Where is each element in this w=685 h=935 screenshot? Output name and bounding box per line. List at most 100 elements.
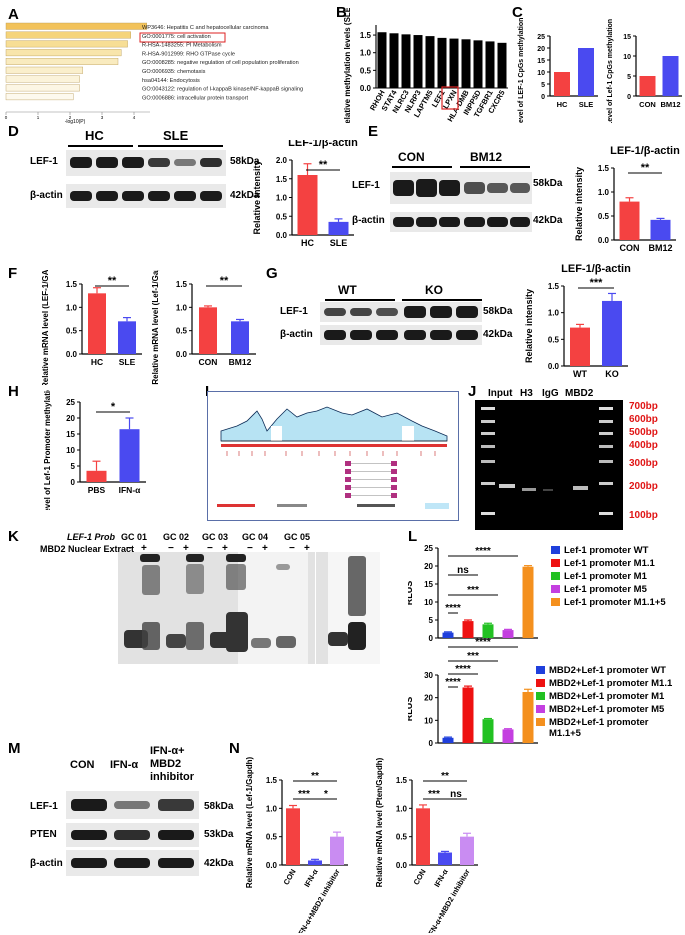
- enrichment-term-5: GO:0006935: chemotaxis: [142, 69, 206, 75]
- panel-label-b: B: [336, 4, 347, 21]
- legend-swatch: [551, 598, 560, 606]
- y-tick-label: 5: [71, 462, 76, 471]
- enrichment-term-2: R-HSA-1483255: PI Metabolism: [142, 43, 222, 49]
- legend-swatch: [551, 559, 560, 567]
- group-wt-label: WT: [338, 283, 357, 297]
- y-tick-label: 0.5: [276, 212, 288, 221]
- y-tick-label: 0.5: [360, 66, 372, 75]
- y-axis-label: Relative mRNA level (LEF-1/GAPDH): [41, 270, 50, 385]
- size-42-label: 42kDa: [204, 858, 234, 869]
- y-tick-label: 1.0: [396, 804, 408, 813]
- minus-sign: −: [289, 543, 295, 554]
- bar-l-bottom-2: [482, 719, 494, 743]
- highlight-box: [139, 32, 226, 43]
- lef1-blot: [320, 302, 482, 322]
- enrichment-term-8: GO:0006886: intracellular protein transp…: [142, 95, 248, 101]
- primer-marker: [345, 469, 351, 474]
- y-tick-label: 10: [537, 70, 545, 77]
- row-lef1-label: LEF-1: [30, 801, 58, 812]
- significance-label: **: [311, 771, 319, 782]
- size-42-label: 42kDa: [483, 329, 513, 340]
- bar-LEF1: [437, 37, 447, 88]
- legend-swatch: [536, 679, 545, 687]
- x-tick-label: 3: [101, 115, 104, 120]
- panel-label-d: D: [8, 123, 19, 140]
- y-tick-label: 1.0: [66, 303, 78, 312]
- x-tick-label: IFN-α+MBD2 inhibitor: [425, 867, 471, 933]
- panel-label-g: G: [266, 265, 278, 282]
- primer-marker: [391, 469, 397, 474]
- y-tick-label: 0.5: [266, 833, 278, 842]
- x-tick-label: BM12: [229, 357, 252, 367]
- size-42-label: 42kDa: [230, 190, 260, 201]
- significance-label: **: [220, 275, 229, 287]
- y-tick-label: 0.5: [548, 335, 560, 344]
- panel-g-chart: 0.0 0.5 1.0 1.5 Relative intensity LEF-1/β-ac…: [524, 263, 631, 379]
- y-tick-label: 1.0: [548, 309, 560, 318]
- x-tick-label: 0: [5, 115, 8, 120]
- probe-gc01: GC 01: [121, 532, 148, 542]
- y-tick-label: 0.0: [66, 350, 78, 359]
- y-tick-label: 1.5: [396, 776, 408, 785]
- minus-sign: −: [247, 543, 253, 554]
- size-53-label: 53kDa: [204, 829, 234, 840]
- y-tick-label: 25: [66, 398, 75, 407]
- significance-label: ***: [467, 585, 479, 596]
- y-tick-label: 0.0: [360, 84, 372, 93]
- bar-f-left-0: [88, 293, 106, 354]
- bar-l-top-1: [462, 621, 474, 638]
- y-tick-label: 5: [541, 82, 545, 89]
- significance-label: *: [324, 789, 328, 800]
- primer-marker: [345, 461, 351, 466]
- legend-label: MBD2+Lef-1 promoter M1.1: [549, 678, 673, 689]
- x-tick-label: IFN-α+MBD2 inhibitor: [295, 867, 341, 933]
- bar-l-top-2: [482, 624, 494, 638]
- legend-label: MBD2+Lef-1 promoter M1: [549, 691, 665, 702]
- significance-label: **: [319, 159, 328, 171]
- y-tick-label: 1.0: [276, 194, 288, 203]
- bar-n-left-2: [330, 836, 344, 865]
- size-700bp: 700bp: [629, 401, 658, 412]
- lane-input-label: Input: [488, 388, 513, 399]
- y-tick-label: 10: [424, 716, 433, 725]
- y-tick-label: 1.5: [66, 280, 78, 289]
- row-actin-label: β-actin: [280, 329, 313, 340]
- y-tick-label: 20: [66, 414, 75, 423]
- panel-l-charts: 0510152025RLUS****ns*******0102030RLUS**…: [408, 544, 673, 748]
- significance-label: ****: [475, 546, 491, 557]
- significance-label: ****: [445, 677, 461, 688]
- x-tick-label: IFN-α: [119, 485, 142, 495]
- bar-LPXN: [449, 38, 459, 88]
- probe-gc04: GC 04: [242, 532, 269, 542]
- bar-l-top-3: [502, 630, 514, 638]
- bar-n-right-0: [416, 808, 430, 865]
- bar-n-left-1: [308, 860, 322, 865]
- panel-label-j: J: [468, 383, 477, 400]
- y-tick-label: 0.5: [176, 327, 188, 336]
- lef1-blot: [66, 150, 226, 176]
- y-tick-label: 0.0: [276, 231, 288, 240]
- y-axis-label: RLUS: [408, 581, 414, 606]
- panel-label-f: F: [8, 265, 18, 282]
- y-tick-label: 0.0: [396, 861, 408, 870]
- plus-sign: +: [183, 543, 189, 554]
- panel-label-l: L: [408, 528, 418, 545]
- size-300bp: 300bp: [629, 458, 658, 469]
- primer-marker: [345, 485, 351, 490]
- bar-HLA-DMB: [461, 39, 471, 88]
- panel-e-western-blot: CON BM12 LEF-1 β-actin 58kDa 42kDa: [352, 150, 562, 250]
- actin-blot: [320, 325, 482, 345]
- group-con-label: CON: [398, 150, 425, 164]
- panel-m-western-blot: CON IFN-α IFN-α+ MBD2 inhibitor LEF-1 PT…: [30, 745, 240, 847]
- legend-swatch: [551, 572, 560, 580]
- group-sle-label: SLE: [163, 128, 189, 143]
- bar-l-bottom-1: [462, 687, 474, 743]
- actin-blot: [390, 212, 532, 232]
- lane-igg-label: IgG: [542, 388, 559, 399]
- probe-gc03: GC 03: [202, 532, 229, 542]
- significance-label: **: [108, 275, 117, 287]
- panel-label-c: C: [512, 4, 523, 21]
- y-axis-label: Level of Lef-1 CpGs methylation (%): [607, 18, 614, 123]
- lane-h3-label: H3: [520, 388, 533, 399]
- size-58-label: 58kDa: [533, 178, 563, 189]
